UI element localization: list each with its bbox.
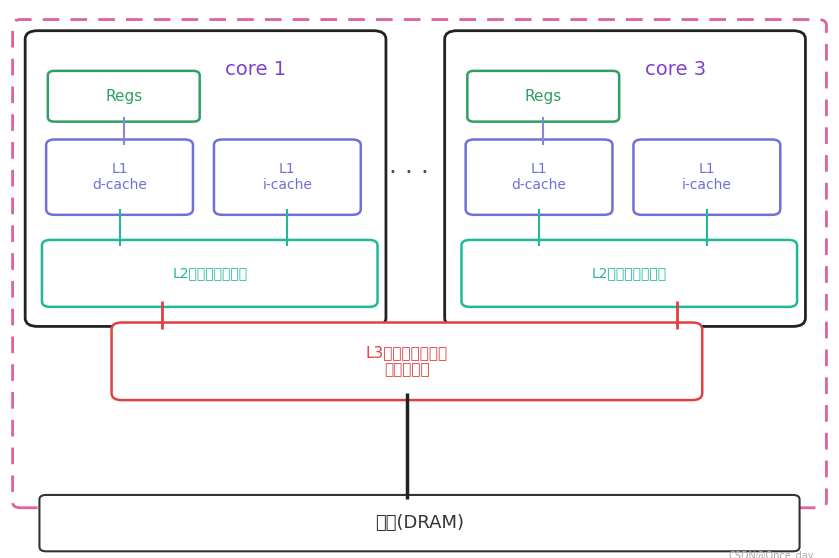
FancyBboxPatch shape	[13, 20, 826, 508]
FancyBboxPatch shape	[467, 71, 619, 122]
FancyBboxPatch shape	[48, 71, 200, 122]
FancyBboxPatch shape	[39, 495, 800, 551]
Text: Regs: Regs	[105, 89, 143, 104]
FancyBboxPatch shape	[461, 240, 797, 307]
FancyBboxPatch shape	[633, 140, 780, 215]
Text: CSDN@Once_day: CSDN@Once_day	[728, 550, 814, 558]
FancyBboxPatch shape	[42, 240, 378, 307]
Text: L1
d-cache: L1 d-cache	[92, 162, 147, 193]
FancyBboxPatch shape	[214, 140, 361, 215]
Text: · · ·: · · ·	[388, 161, 429, 185]
Text: L1
d-cache: L1 d-cache	[512, 162, 566, 193]
Text: Regs: Regs	[524, 89, 562, 104]
Text: 主存(DRAM): 主存(DRAM)	[375, 514, 464, 532]
Text: L1
i-cache: L1 i-cache	[263, 162, 312, 193]
Text: core 1: core 1	[226, 60, 286, 79]
Text: core 3: core 3	[645, 60, 706, 79]
FancyBboxPatch shape	[466, 140, 612, 215]
FancyBboxPatch shape	[46, 140, 193, 215]
Text: L3统一的高速缓存
所有核共享: L3统一的高速缓存 所有核共享	[366, 345, 448, 378]
Text: L1
i-cache: L1 i-cache	[682, 162, 732, 193]
Text: L2统一的高速缓存: L2统一的高速缓存	[172, 266, 248, 281]
FancyBboxPatch shape	[445, 31, 805, 326]
FancyBboxPatch shape	[25, 31, 386, 326]
FancyBboxPatch shape	[112, 323, 702, 400]
Text: L2统一的高速缓存: L2统一的高速缓存	[591, 266, 667, 281]
